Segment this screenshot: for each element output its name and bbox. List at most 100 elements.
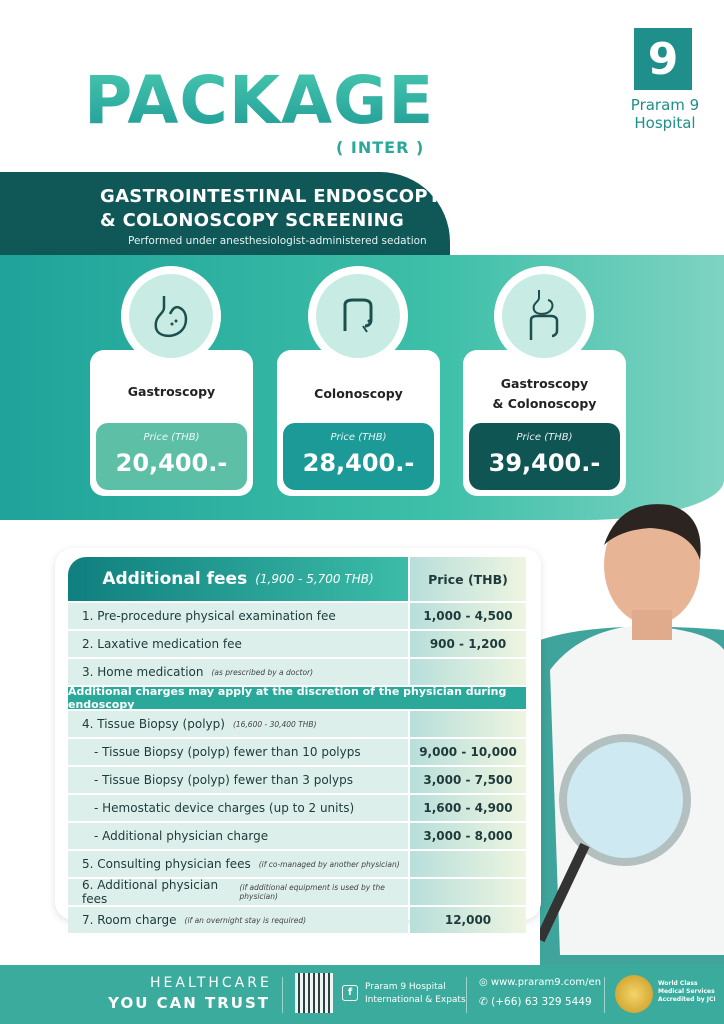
fee-label-cell: 7. Room charge (if an overnight stay is r… — [68, 907, 408, 933]
fee-note: (if additional equipment is used by the … — [239, 883, 385, 901]
fee-price: 1,600 - 4,900 — [410, 795, 526, 821]
fee-price: 3,000 - 7,500 — [410, 767, 526, 793]
fee-price — [410, 851, 526, 877]
price-column-header: Price (THB) — [410, 557, 526, 601]
fee-label: 1. Pre-procedure physical examination fe… — [82, 609, 336, 623]
globe-icon: ◎ — [479, 977, 491, 988]
digestive-system-icon — [502, 274, 586, 358]
fee-note: (as prescribed by a doctor) — [211, 667, 314, 677]
table-row: - Tissue Biopsy (polyp) fewer than 10 po… — [68, 739, 526, 765]
page-title: PACKAGE — [84, 62, 435, 139]
price-label: Price (THB) — [330, 432, 387, 443]
fee-label: 3. Home medication — [82, 665, 204, 679]
fee-note: (if co-managed by another physician) — [258, 859, 400, 869]
table-row: 1. Pre-procedure physical examination fe… — [68, 603, 526, 629]
hospital-logo: 9 — [634, 28, 692, 90]
price-label: Price (THB) — [516, 432, 573, 443]
fee-note: (if an overnight stay is required) — [184, 915, 307, 925]
package-name: Colonoscopy — [314, 386, 403, 401]
fee-label-cell: 1. Pre-procedure physical examination fe… — [68, 603, 408, 629]
fee-price — [410, 879, 526, 905]
whatsapp-icon: ✆ — [479, 996, 492, 1008]
smiling-man-illustration — [535, 500, 724, 965]
fee-label-cell: 6. Additional physician fees (if addition… — [68, 878, 408, 906]
packages-section: Gastroscopy Price (THB) 20,400.- Colonosc… — [0, 255, 724, 520]
package-card-combined: Gastroscopy & Colonoscopy Price (THB) 39,4… — [463, 266, 626, 496]
fee-label: 2. Laxative medication fee — [82, 637, 242, 651]
price-label: Price (THB) — [143, 432, 200, 443]
package-price: 20,400.- — [115, 449, 228, 477]
fee-label-cell: 4. Tissue Biopsy (polyp) (16,600 - 30,400… — [68, 711, 408, 737]
facebook-line2: International & Expats — [365, 995, 466, 1005]
stomach-icon — [129, 274, 213, 358]
package-name-line2: & Colonoscopy — [492, 396, 597, 411]
package-card-gastroscopy: Gastroscopy Price (THB) 20,400.- — [90, 266, 253, 496]
additional-fees-table: Additional fees (1,900 - 5,700 THB) Price… — [68, 557, 526, 935]
table-row: - Additional physician charge 3,000 - 8,0… — [68, 823, 526, 849]
qr-code[interactable] — [295, 973, 333, 1013]
fee-label: - Tissue Biopsy (polyp) fewer than 3 pol… — [94, 773, 353, 787]
facebook-icon: f — [342, 985, 358, 1001]
table-row: 4. Tissue Biopsy (polyp) (16,600 - 30,400… — [68, 711, 526, 737]
package-type: ( INTER ) — [336, 138, 425, 157]
table-row: 3. Home medication (as prescribed by a do… — [68, 659, 526, 685]
table-row: 6. Additional physician fees (if addition… — [68, 878, 526, 906]
facebook-page[interactable]: Praram 9 Hospital International & Expats — [365, 981, 466, 1007]
fee-label: - Tissue Biopsy (polyp) fewer than 10 po… — [94, 745, 361, 759]
fee-label: 5. Consulting physician fees — [82, 857, 251, 871]
phone-text: (+66) 63 329 5449 — [491, 996, 592, 1008]
banner-title-line2: & COLONOSCOPY SCREENING — [100, 210, 405, 231]
fee-label-cell: - Tissue Biopsy (polyp) fewer than 10 po… — [68, 739, 408, 765]
footer: HEALTHCARE YOU CAN TRUST f Praram 9 Hosp… — [0, 965, 724, 1024]
fee-label: - Hemostatic device charges (up to 2 uni… — [94, 801, 355, 815]
slogan-line2: YOU CAN TRUST — [108, 994, 270, 1012]
fee-label-cell: 2. Laxative medication fee — [68, 631, 408, 657]
jci-line2: Medical Services — [658, 988, 715, 995]
logo-mark: 9 — [647, 33, 679, 85]
fee-label-cell: 5. Consulting physician fees (if co-manag… — [68, 851, 408, 877]
fee-label-cell: - Additional physician charge — [68, 823, 408, 849]
table-row: 2. Laxative medication fee 900 - 1,200 — [68, 631, 526, 657]
fee-price — [410, 711, 526, 737]
additional-fees-card: Additional fees (1,900 - 5,700 THB) Price… — [55, 548, 541, 933]
discretion-note: Additional charges may apply at the disc… — [68, 685, 526, 711]
package-name-line1: Gastroscopy — [500, 376, 589, 391]
website-link[interactable]: ◎ www.praram9.com/en — [479, 977, 601, 988]
fee-note: (16,600 - 30,400 THB) — [232, 719, 317, 729]
fee-label-cell: - Hemostatic device charges (up to 2 uni… — [68, 795, 408, 821]
jci-accreditation: World Class Medical Services Accredited by… — [658, 980, 716, 1004]
fee-price: 3,000 - 8,000 — [410, 823, 526, 849]
fee-label-cell: 3. Home medication (as prescribed by a do… — [68, 659, 408, 685]
fees-range: (1,900 - 5,700 THB) — [255, 572, 374, 586]
hospital-name: Praram 9 Hospital — [620, 96, 710, 132]
phone-link[interactable]: ✆ (+66) 63 329 5449 — [479, 996, 592, 1008]
facebook-line1: Praram 9 Hospital — [365, 982, 446, 992]
table-row: - Hemostatic device charges (up to 2 uni… — [68, 795, 526, 821]
banner-subtitle: Performed under anesthesiologist-adminis… — [128, 235, 427, 247]
table-row: 5. Consulting physician fees (if co-manag… — [68, 851, 526, 877]
package-name: Gastroscopy — [127, 384, 216, 399]
table-header: Additional fees (1,900 - 5,700 THB) Price… — [68, 557, 526, 601]
fee-price — [410, 659, 526, 685]
jci-seal-icon — [615, 975, 653, 1013]
fees-title: Additional fees — [102, 569, 248, 589]
website-text: www.praram9.com/en — [490, 977, 602, 988]
package-price: 28,400.- — [302, 449, 415, 477]
package-price: 39,400.- — [488, 449, 601, 477]
fee-label: 7. Room charge — [82, 913, 177, 927]
hospital-name-line1: Praram 9 — [630, 96, 700, 114]
banner-title-line1: GASTROINTESTINAL ENDOSCOPY — [100, 186, 442, 207]
jci-line3: Accredited by JCI — [658, 996, 716, 1003]
table-row: 7. Room charge (if an overnight stay is r… — [68, 907, 526, 933]
fee-label-cell: - Tissue Biopsy (polyp) fewer than 3 pol… — [68, 767, 408, 793]
fee-label: 6. Additional physician fees — [82, 878, 219, 906]
fee-label: - Additional physician charge — [94, 829, 269, 843]
slogan-line1: HEALTHCARE — [150, 975, 272, 991]
jci-line1: World Class — [658, 980, 698, 987]
fee-price: 900 - 1,200 — [410, 631, 526, 657]
colon-icon — [316, 274, 400, 358]
hospital-name-line2: Hospital — [634, 114, 696, 132]
package-card-colonoscopy: Colonoscopy Price (THB) 28,400.- — [277, 266, 440, 496]
procedure-banner: GASTROINTESTINAL ENDOSCOPY & COLONOSCOPY… — [0, 172, 450, 256]
fee-price: 9,000 - 10,000 — [410, 739, 526, 765]
